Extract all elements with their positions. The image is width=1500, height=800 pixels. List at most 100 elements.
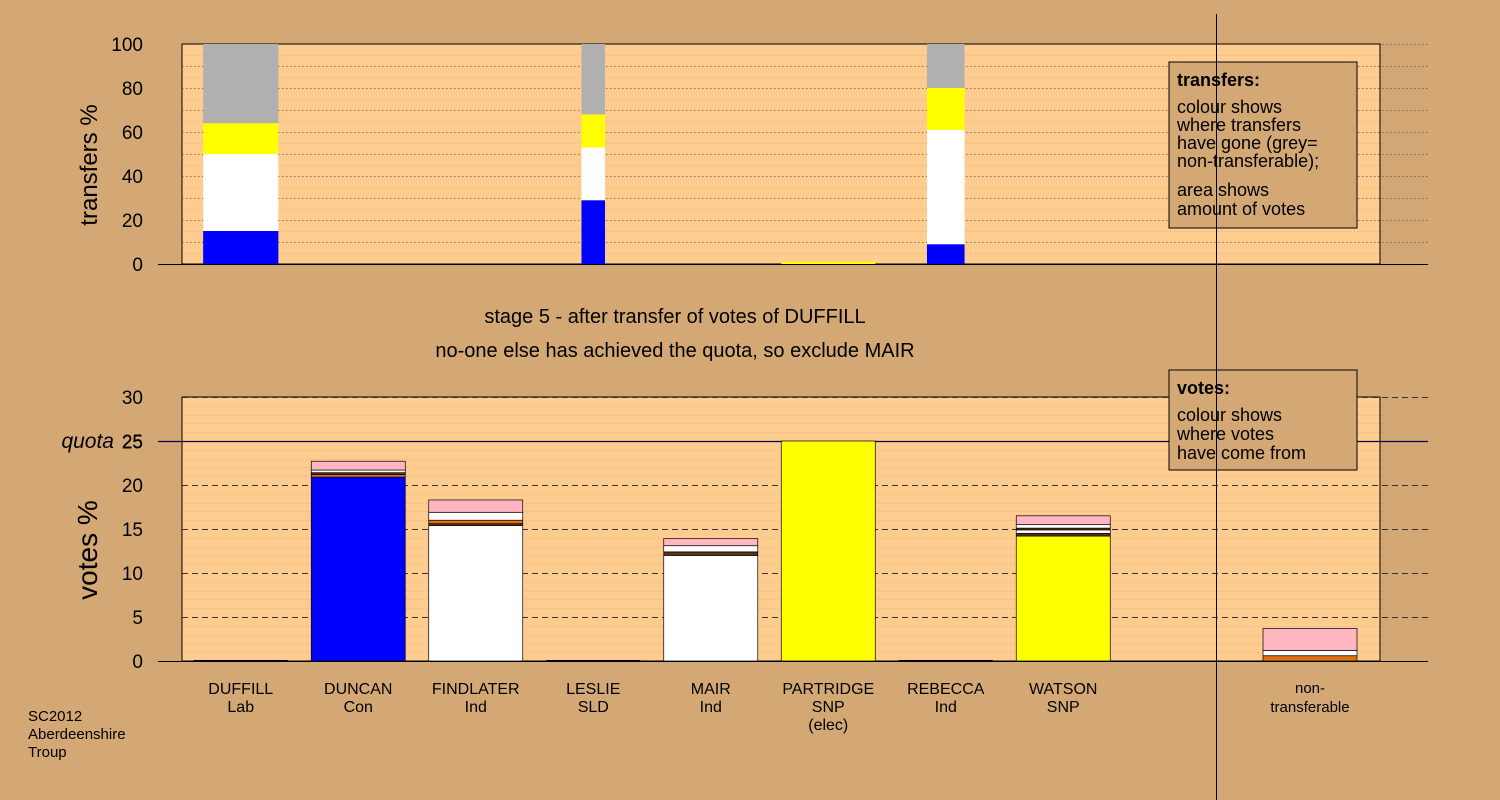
votes-bar-duncan — [310, 460, 406, 662]
transfers-legend-line: where transfers — [1176, 115, 1301, 135]
votes-empty-bar — [193, 660, 288, 662]
transfer-segment-snp — [926, 88, 965, 130]
transfers-legend-line: area shows — [1177, 180, 1269, 200]
transfers-bar-leslie — [581, 44, 605, 264]
transfers-bar-partridge — [781, 261, 876, 264]
votes-y-tick-label: 10 — [122, 564, 143, 585]
candidate-party: Ind — [935, 699, 957, 716]
votes-y-tick-label: 15 — [122, 520, 143, 541]
caption-election: SC2012 — [28, 708, 82, 725]
votes-segment-pink — [428, 499, 524, 513]
votes-bars — [193, 440, 1358, 662]
transfers-y-axis-label: transfers % — [76, 104, 103, 225]
votes-segment-pink — [663, 538, 759, 547]
votes-segment-brown — [1015, 533, 1111, 537]
transfers-legend-box: transfers: colour shows where transfers … — [1168, 61, 1358, 229]
votes-segment-ind — [310, 469, 406, 474]
votes-segment-ind — [428, 511, 524, 521]
votes-segment-snp — [780, 440, 876, 662]
candidate-name: DUFFILL — [208, 681, 273, 698]
candidate-party: Ind — [465, 699, 487, 716]
votes-segment-ind — [1015, 524, 1111, 529]
votes-segment-brown — [663, 551, 759, 556]
votes-bar-non-transferable — [1262, 628, 1358, 662]
nontransferable-label: non- — [1295, 680, 1325, 697]
candidate-name: REBECCA — [907, 681, 985, 698]
votes-legend-line: colour shows — [1177, 405, 1282, 425]
quota-tick-label: 25 — [122, 433, 143, 454]
votes-bar-partridge — [780, 440, 876, 662]
votes-segment-ind — [428, 525, 524, 662]
votes-legend-line: where votes — [1176, 424, 1274, 444]
transfers-legend-line: non-transferable); — [1177, 151, 1319, 171]
transfers-legend-line: have gone (grey= — [1177, 133, 1318, 153]
transfer-segment-snp — [781, 261, 876, 264]
transfer-segment-nontransferable — [926, 44, 965, 88]
transfers-bars — [203, 44, 965, 264]
candidate-name: LESLIE — [566, 681, 620, 698]
transfers-y-tick-label: 0 — [132, 255, 143, 276]
votes-segment-pink — [310, 460, 406, 471]
transfer-segment-ind — [203, 154, 279, 231]
constituency-caption: SC2012 Aberdeenshire Troup — [28, 708, 126, 761]
candidate-name: FINDLATER — [432, 681, 520, 698]
votes-bar-watson — [1015, 515, 1111, 662]
votes-bar-mair — [663, 538, 759, 662]
candidate-name: PARTRIDGE — [782, 681, 874, 698]
votes-bar-leslie — [546, 660, 641, 662]
votes-y-tick-label: 0 — [132, 652, 143, 673]
votes-segment-con — [310, 476, 406, 662]
votes-legend-line: have come from — [1177, 443, 1306, 463]
transfers-y-tick-label: 60 — [122, 123, 143, 144]
transfer-segment-nontransferable — [581, 44, 605, 115]
votes-segment-pink — [1015, 515, 1111, 525]
transfers-bar-duffill — [203, 44, 279, 264]
candidate-elected-note: (elec) — [808, 717, 848, 734]
candidate-name: DUNCAN — [324, 681, 392, 698]
transfer-segment-con — [203, 231, 279, 264]
votes-segment-ind — [663, 555, 759, 662]
candidate-party: Lab — [227, 699, 254, 716]
votes-bar-duffill — [193, 660, 288, 662]
votes-segment-ind — [1015, 529, 1111, 534]
votes-legend-title: votes: — [1177, 378, 1230, 398]
votes-segment-snp — [1015, 535, 1111, 662]
transfer-segment-con — [581, 200, 605, 264]
votes-empty-bar — [898, 660, 993, 662]
votes-segment-orange — [1262, 655, 1358, 662]
transfers-legend-line: amount of votes — [1177, 199, 1305, 219]
votes-y-tick-label: 30 — [122, 388, 143, 409]
transfers-legend-title: transfers: — [1177, 70, 1260, 90]
nontransferable-label: transferable — [1270, 699, 1349, 716]
transfers-bar-rebecca — [926, 44, 965, 264]
votes-segment-orange — [310, 474, 406, 478]
votes-bar-rebecca — [898, 660, 993, 662]
candidate-party: SNP — [812, 699, 845, 716]
votes-segment-pink — [1262, 628, 1358, 651]
votes-segment-orange — [428, 519, 524, 525]
votes-segment-ind — [663, 545, 759, 553]
transfers-legend-line: colour shows — [1177, 97, 1282, 117]
votes-legend-box: votes: colour shows where votes have com… — [1168, 369, 1358, 471]
votes-y-tick-label: 25 — [122, 432, 143, 453]
transfers-y-tick-label: 80 — [122, 79, 143, 100]
transfer-segment-snp — [203, 123, 279, 154]
transfer-segment-nontransferable — [203, 44, 279, 124]
caption-council: Aberdeenshire — [28, 726, 126, 743]
votes-bar-findlater — [428, 499, 524, 662]
candidate-name: MAIR — [691, 681, 731, 698]
votes-y-tick-label: 20 — [122, 476, 143, 497]
transfers-y-tick-label: 100 — [111, 35, 143, 56]
votes-y-axis-label: votes % — [72, 500, 103, 600]
candidate-party: SNP — [1047, 699, 1080, 716]
candidate-party: SLD — [578, 699, 609, 716]
quota-status-message: no-one else has achieved the quota, so e… — [435, 340, 914, 362]
transfer-segment-snp — [581, 114, 605, 148]
quota-label: quota — [61, 430, 114, 453]
